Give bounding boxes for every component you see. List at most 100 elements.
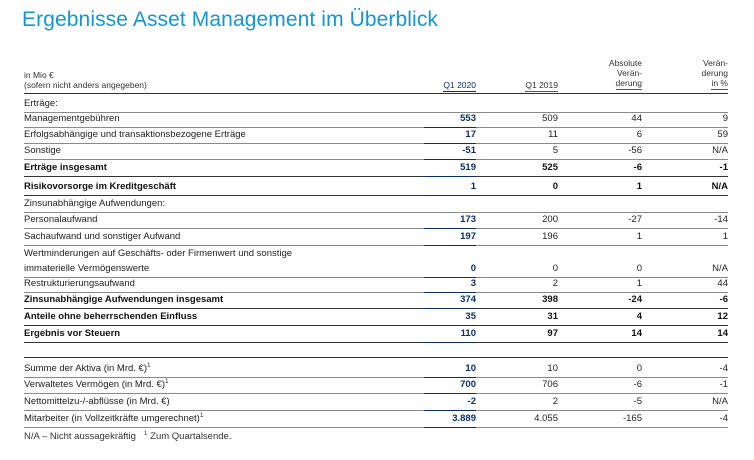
value-percent-change: -4 <box>719 363 728 374</box>
value-absolute-change: -24 <box>628 294 642 305</box>
value-q1-2020: 374 <box>460 294 476 305</box>
row-divider <box>24 176 728 177</box>
row-divider <box>24 245 728 246</box>
row-divider <box>24 159 728 160</box>
value-absolute-change: -165 <box>622 413 642 424</box>
footnote-text: Zum Quartalsende. <box>150 431 232 442</box>
value-absolute-change: -56 <box>628 145 642 156</box>
value-absolute-change: -6 <box>633 162 642 173</box>
row-label: Restrukturierungsaufwand <box>24 278 135 289</box>
row-label: Zinsunabhängige Aufwendungen insgesamt <box>24 294 224 305</box>
value-percent-change: 59 <box>717 129 728 140</box>
value-percent-change: -1 <box>719 379 728 390</box>
value-percent-change: N/A <box>711 181 728 192</box>
q1-2020-underline <box>424 427 476 428</box>
value-absolute-change: 1 <box>636 231 642 242</box>
value-q1-2020: 17 <box>465 129 476 140</box>
value-absolute-change: 6 <box>636 129 642 140</box>
row-label: Zinsunabhängige Aufwendungen: <box>24 198 166 209</box>
value-q1-2020: 3.889 <box>452 413 476 424</box>
value-q1-2020: -51 <box>462 145 476 156</box>
row-divider <box>24 410 728 411</box>
footnote-ref: 1 <box>147 361 151 369</box>
row-label: Mitarbeiter (in Vollzeitkräfte umgerechn… <box>24 411 204 424</box>
footnote-marker: 1 <box>143 429 148 437</box>
value-q1-2020: 110 <box>460 328 476 339</box>
value-percent-change: 1 <box>722 231 728 242</box>
value-q1-2020: -2 <box>467 396 476 407</box>
row-divider <box>24 292 728 293</box>
value-q1-2020: 10 <box>465 363 476 374</box>
value-q1-2019: 509 <box>542 113 558 124</box>
value-q1-2019: 200 <box>542 214 558 225</box>
value-q1-2020: 0 <box>470 263 476 274</box>
value-percent-change: 44 <box>717 278 728 289</box>
row-label: Summe der Aktiva (in Mrd. €)1 <box>24 361 151 374</box>
row-label: Personalaufwand <box>24 214 98 225</box>
value-q1-2020: 3 <box>470 278 476 289</box>
value-q1-2019: 2 <box>552 396 558 407</box>
row-label: Sonstige <box>24 145 61 156</box>
q1-2020-underline <box>424 308 476 309</box>
footnote-ref: 1 <box>164 377 169 385</box>
value-percent-change: -4 <box>719 413 728 424</box>
row-label: Erträge: <box>24 98 58 109</box>
row-label: Risikovorsorge im Kreditgeschäft <box>24 181 177 192</box>
q1-2020-underline <box>424 127 476 128</box>
row-divider <box>24 393 728 394</box>
row-divider <box>24 427 728 428</box>
row-divider <box>24 112 728 113</box>
q1-2020-underline <box>424 393 476 394</box>
row-divider <box>24 212 728 213</box>
q1-2020-underline <box>424 377 476 378</box>
row-label: Nettomittelzu-/-abflüsse (in Mrd. €) <box>24 396 170 407</box>
row-label: Sachaufwand und sonstiger Aufwand <box>24 231 181 242</box>
q1-2020-underline <box>424 176 476 177</box>
value-q1-2019: 31 <box>547 311 558 322</box>
value-q1-2019: 2 <box>552 278 558 289</box>
q1-2020-underline <box>424 342 476 343</box>
value-q1-2019: 525 <box>542 162 558 173</box>
q1-2020-underline <box>424 410 476 411</box>
value-percent-change: 12 <box>717 311 728 322</box>
value-percent-change: N/A <box>712 263 728 274</box>
value-absolute-change: 1 <box>636 278 642 289</box>
value-absolute-change: 4 <box>636 311 642 322</box>
unit-line-2: (sofern nicht anders angegeben) <box>24 80 147 90</box>
value-absolute-change: -27 <box>628 214 642 225</box>
q1-2020-underline <box>424 292 476 293</box>
column-header-q1-2020: Q1 2020 <box>443 80 476 92</box>
unit-line-1: in Mio € <box>24 70 54 80</box>
page-title: Ergebnisse Asset Management im Überblick <box>22 8 439 31</box>
row-label: Verwaltetes Vermögen (in Mrd. €)1 <box>24 377 169 390</box>
row-divider <box>24 277 728 278</box>
value-q1-2019: 4.055 <box>534 413 558 424</box>
value-percent-change: N/A <box>712 396 728 407</box>
column-header-q1-2019: Q1 2019 <box>525 80 558 92</box>
value-absolute-change: 0 <box>636 263 642 274</box>
q1-2020-underline <box>424 195 476 196</box>
unit-header: in Mio € (sofern nicht anders angegeben) <box>24 70 147 90</box>
value-absolute-change: -5 <box>633 396 642 407</box>
value-q1-2020: 553 <box>460 113 476 124</box>
value-absolute-change: -6 <box>633 379 642 390</box>
row-divider <box>24 228 728 229</box>
row-divider <box>24 342 728 343</box>
value-percent-change: -6 <box>719 294 728 305</box>
column-header-absolute-change: Absolute Verän- derung <box>608 58 642 90</box>
row-label: Anteile ohne beherrschenden Einfluss <box>24 311 198 322</box>
row-label: Erträge insgesamt <box>24 162 107 173</box>
row-label: Erfolgsabhängige und transaktionsbezogen… <box>24 129 246 140</box>
value-q1-2019: 196 <box>542 231 558 242</box>
row-label: Wertminderungen auf Geschäfts- oder Firm… <box>24 248 293 274</box>
footnote-ref: 1 <box>199 411 204 419</box>
header-rule <box>24 93 728 94</box>
row-divider <box>24 308 728 309</box>
value-q1-2019: 11 <box>548 129 558 140</box>
value-q1-2020: 173 <box>460 214 476 225</box>
block-separator <box>24 357 728 358</box>
value-absolute-change: 1 <box>636 181 642 192</box>
value-q1-2019: 398 <box>542 294 558 305</box>
value-q1-2019: 97 <box>547 328 558 339</box>
row-label: Ergebnis vor Steuern <box>24 328 121 339</box>
